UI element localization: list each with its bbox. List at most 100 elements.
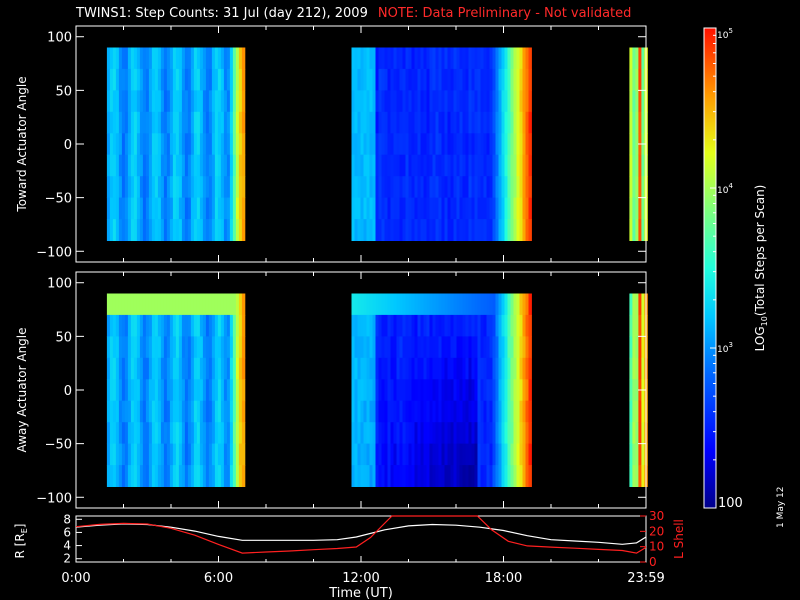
heatmap-cell: [378, 111, 382, 134]
heatmap-cell: [175, 68, 180, 91]
heatmap-cell: [178, 68, 183, 91]
heatmap-cell: [208, 219, 213, 241]
heatmap-cell: [489, 133, 493, 156]
heatmap-cell: [366, 400, 370, 423]
heatmap-cell: [127, 47, 132, 70]
heatmap-cell: [462, 314, 466, 337]
heatmap-cell: [462, 422, 466, 445]
heatmap-cell: [486, 379, 490, 402]
heatmap-cell: [435, 314, 439, 337]
heatmap-cell: [632, 176, 636, 199]
heatmap-cell: [142, 47, 147, 70]
heatmap-cell: [405, 219, 409, 241]
heatmap-cell: [462, 219, 466, 241]
heatmap-cell: [432, 443, 436, 466]
heatmap-cell: [241, 314, 246, 337]
heatmap-cell: [417, 90, 421, 113]
heatmap-cell: [444, 219, 448, 241]
heatmap-cell: [462, 133, 466, 156]
heatmap-cell: [438, 176, 442, 199]
heatmap-cell: [187, 379, 192, 402]
heatmap-cell: [414, 465, 418, 487]
heatmap-cell: [357, 133, 361, 156]
heatmap-cell: [632, 47, 636, 70]
heatmap-cell: [474, 293, 478, 316]
heatmap-cell: [199, 465, 204, 487]
heatmap-cell: [229, 47, 234, 70]
heatmap-cell: [405, 197, 409, 220]
heatmap-cell: [513, 68, 517, 91]
heatmap-cell: [202, 465, 207, 487]
heatmap-cell: [525, 465, 529, 487]
heatmap-cell: [157, 90, 162, 113]
heatmap-cell: [480, 400, 484, 423]
heatmap-cell: [235, 336, 240, 359]
heatmap-cell: [366, 336, 370, 359]
heatmap-cell: [372, 293, 376, 316]
heatmap-cell: [208, 443, 213, 466]
heatmap-cell: [432, 422, 436, 445]
heatmap-cell: [417, 314, 421, 337]
heatmap-cell: [468, 111, 472, 134]
heatmap-cell: [477, 465, 481, 487]
heatmap-cell: [145, 47, 150, 70]
heatmap-cell: [393, 219, 397, 241]
heatmap-cell: [363, 422, 367, 445]
heatmap-cell: [229, 400, 234, 423]
heatmap-cell: [223, 176, 228, 199]
heatmap-cell: [513, 47, 517, 70]
heatmap-cell: [157, 379, 162, 402]
heatmap-cell: [360, 357, 364, 380]
heatmap-cell: [351, 90, 355, 113]
heatmap-cell: [513, 379, 517, 402]
preliminary-note: NOTE: Data Preliminary - Not validated: [377, 6, 632, 21]
heatmap-cell: [468, 336, 472, 359]
heatmap-cell: [522, 314, 526, 337]
heatmap-cell: [435, 465, 439, 487]
heatmap-cell: [133, 357, 138, 380]
heatmap-cell: [635, 465, 639, 487]
heatmap-cell: [205, 154, 210, 177]
y-tick-label: 100: [47, 31, 72, 46]
heatmap-cell: [396, 443, 400, 466]
heatmap-cell: [489, 90, 493, 113]
heatmap-cell: [133, 154, 138, 177]
heatmap-cell: [408, 314, 412, 337]
heatmap-cell: [402, 197, 406, 220]
heatmap-cell: [414, 111, 418, 134]
heatmap-cell: [202, 68, 207, 91]
heatmap-cell: [635, 379, 639, 402]
heatmap-cell: [232, 154, 237, 177]
heatmap-cell: [115, 111, 120, 134]
heatmap-cell: [220, 422, 225, 445]
heatmap-cell: [124, 133, 129, 156]
heatmap-cell: [121, 197, 126, 220]
heatmap-cell: [390, 314, 394, 337]
heatmap-cell: [632, 293, 636, 316]
heatmap-cell: [408, 293, 412, 316]
heatmap-cell: [169, 219, 174, 241]
heatmap-cell: [169, 176, 174, 199]
heatmap-cell: [369, 336, 373, 359]
heatmap-cell: [519, 133, 523, 156]
heatmap-cell: [486, 336, 490, 359]
heatmap-cell: [381, 111, 385, 134]
heatmap-cell: [405, 422, 409, 445]
heatmap-cell: [486, 357, 490, 380]
heatmap-cell: [450, 422, 454, 445]
heatmap-cell: [429, 219, 433, 241]
heatmap-cell: [166, 465, 171, 487]
heatmap-cell: [423, 422, 427, 445]
heatmap-cell: [408, 133, 412, 156]
heatmap-cell: [471, 90, 475, 113]
heatmap-cell: [235, 465, 240, 487]
away-ylabel: Away Actuator Angle: [15, 327, 29, 452]
time-tick-label: 12:00: [342, 571, 379, 586]
heatmap-cell: [163, 400, 168, 423]
heatmap-cell: [124, 379, 129, 402]
heatmap-cell: [498, 400, 502, 423]
heatmap-cell: [396, 133, 400, 156]
heatmap-cell: [417, 422, 421, 445]
heatmap-cell: [121, 400, 126, 423]
